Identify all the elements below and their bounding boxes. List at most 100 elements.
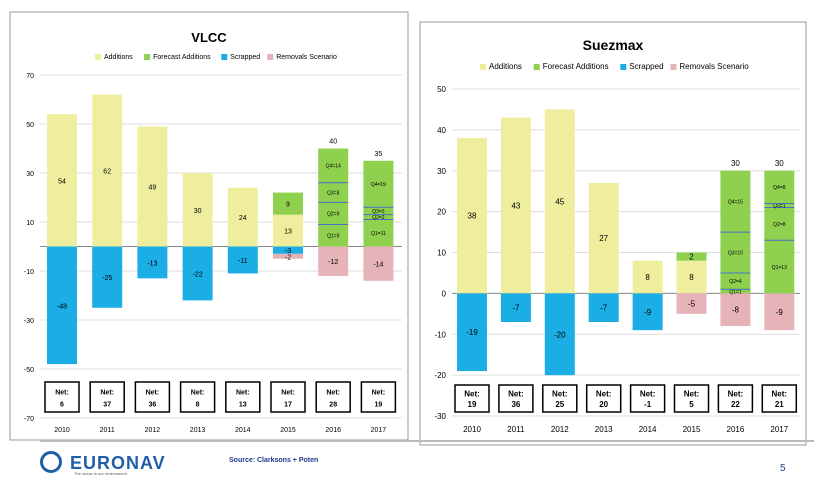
chart-0-y-tick-label: -70 — [24, 416, 34, 423]
chart-0-bar-additions-label: 62 — [103, 169, 111, 176]
chart-0-net-label: Net: — [55, 390, 69, 397]
chart-1-quarter-label: Q4=15 — [728, 199, 743, 205]
chart-0-net-box — [89, 381, 125, 413]
chart-0-net-label: Net: — [281, 390, 295, 397]
page-number: 5 — [780, 463, 786, 474]
chart-1-bar-scrapped — [500, 293, 531, 322]
chart-1-bar-additions — [500, 117, 531, 294]
chart-0-bar-removals-label: -14 — [373, 262, 383, 269]
chart-0-net-box — [315, 381, 351, 413]
chart-1-net-value: 19 — [468, 400, 477, 409]
chart-0-legend-label: Forecast Additions — [153, 54, 211, 61]
chart-0-bar-removals-label: -12 — [328, 259, 338, 266]
chart-1-bar-additions-label: 8 — [645, 273, 650, 282]
chart-1-bar-forecast — [676, 252, 707, 261]
chart-1-quarter-label: Q2=4 — [729, 279, 742, 285]
chart-0-y-tick-label: 70 — [26, 73, 34, 80]
chart-1-bar-removals — [720, 293, 751, 327]
euronav-logo: EURONAV The ocean is our environment — [40, 450, 165, 478]
chart-0-bar-scrapped-label: -25 — [102, 275, 112, 282]
logo-tagline: The ocean is our environment — [74, 471, 127, 476]
chart-0-bar-removals — [273, 253, 303, 259]
chart-0-net-value: 17 — [284, 402, 292, 409]
chart-1-bar-scrapped — [632, 293, 663, 331]
chart-1-net-box — [629, 384, 666, 413]
chart-0-net-box — [179, 381, 216, 413]
chart-0-bar-scrapped-label: -3 — [285, 248, 291, 255]
chart-0-title: VLCC — [191, 30, 227, 45]
chart-1-bar-additions-label: 27 — [599, 234, 608, 243]
chart-1-bar-forecast-label: 2 — [689, 253, 694, 262]
chart-0-net-value: 37 — [103, 402, 111, 409]
chart-1-legend-swatch — [670, 64, 677, 70]
chart-0-quarter-label: Q4=19 — [371, 182, 386, 188]
chart-1-net-value: 21 — [775, 400, 784, 409]
chart-0-legend-label: Scrapped — [230, 54, 260, 61]
chart-0-x-tick-label: 2011 — [100, 427, 115, 434]
chart-1-net-label: Net: — [552, 389, 568, 398]
chart-0-x-tick-label: 2014 — [235, 427, 251, 434]
chart-1-net-box — [761, 384, 798, 413]
chart-1-bar-additions — [457, 138, 487, 294]
chart-1-bar-additions-label: 45 — [555, 197, 564, 206]
chart-0-y-tick-label: 30 — [26, 171, 34, 178]
chart-0-bar-additions — [137, 126, 168, 247]
chart-1-y-tick-label: 30 — [437, 167, 446, 176]
chart-0-legend-swatch — [221, 54, 228, 60]
chart-1-net-label: Net: — [508, 389, 524, 398]
chart-1-quarter-label: Q3=1 — [773, 203, 786, 209]
chart-1-x-tick-label: 2012 — [551, 425, 569, 434]
chart-0-bar-additions — [47, 114, 77, 247]
chart-0-bar-removals-label: -2 — [285, 254, 291, 261]
chart-1-y-tick-label: -30 — [434, 412, 446, 421]
chart-1-legend-label: Additions — [489, 62, 522, 71]
chart-1-bar-additions-label: 8 — [689, 273, 694, 282]
chart-1-bar-scrapped-label: -7 — [512, 304, 520, 313]
chart-0-y-tick-label: -10 — [24, 269, 34, 276]
chart-1-bar-additions-label: 43 — [511, 201, 520, 210]
chart-1-net-value: 22 — [731, 400, 740, 409]
chart-1-y-tick-label: 10 — [437, 249, 446, 258]
chart-1-y-tick-label: -20 — [434, 371, 446, 380]
chart-0-bar-additions — [227, 187, 258, 247]
chart-0-bar-scrapped-label: -11 — [238, 258, 248, 265]
chart-1-bar-removals-label: -9 — [776, 308, 784, 317]
chart-1-x-tick-label: 2011 — [507, 425, 525, 434]
chart-1-total-label: 30 — [775, 159, 784, 168]
chart-1-x-tick-label: 2017 — [770, 425, 788, 434]
chart-0-net-label: Net: — [146, 390, 160, 397]
chart-1-net-box — [542, 384, 578, 413]
chart-1-y-tick-label: -10 — [434, 330, 446, 339]
chart-0-bar-additions — [92, 94, 123, 247]
chart-1-legend-label: Forecast Additions — [543, 62, 609, 71]
chart-1-net-box — [454, 384, 490, 413]
chart-0-y-tick-label: -50 — [24, 367, 34, 374]
chart-1-quarter-label: Q3=10 — [728, 251, 743, 257]
chart-1-legend-label: Scrapped — [629, 62, 663, 71]
chart-0-net-label: Net: — [326, 390, 340, 397]
chart-0-bar-additions-label: 49 — [149, 184, 157, 191]
chart-1-bar-additions-label: 38 — [468, 212, 477, 221]
chart-1-x-tick-label: 2013 — [595, 425, 613, 434]
chart-1-x-tick-label: 2014 — [639, 425, 657, 434]
chart-1-bar-removals — [676, 293, 707, 314]
chart-0-y-tick-label: 50 — [26, 122, 34, 129]
chart-0-bar-additions-label: 24 — [239, 215, 247, 222]
logo-icon — [40, 451, 62, 473]
chart-1-net-label: Net: — [684, 389, 700, 398]
chart-0-net-label: Net: — [100, 390, 114, 397]
chart-1-legend-label: Removals Scenario — [679, 62, 749, 71]
chart-0-quarter-label: Q3=8 — [327, 191, 340, 197]
chart-1-bar-additions — [544, 109, 575, 294]
chart-0-bar-forecast — [363, 160, 394, 247]
chart-1-bar-scrapped-label: -20 — [554, 330, 566, 339]
chart-1-bar-additions — [676, 260, 707, 294]
chart-1-net-label: Net: — [772, 389, 788, 398]
chart-0-legend-swatch — [95, 54, 101, 60]
chart-1-bar-scrapped-label: -7 — [600, 304, 608, 313]
chart-0-bar-scrapped — [227, 246, 258, 274]
chart-0-bar-scrapped — [92, 246, 123, 308]
chart-0-net-box — [134, 381, 171, 413]
chart-0-bar-scrapped-label: -22 — [193, 271, 203, 278]
